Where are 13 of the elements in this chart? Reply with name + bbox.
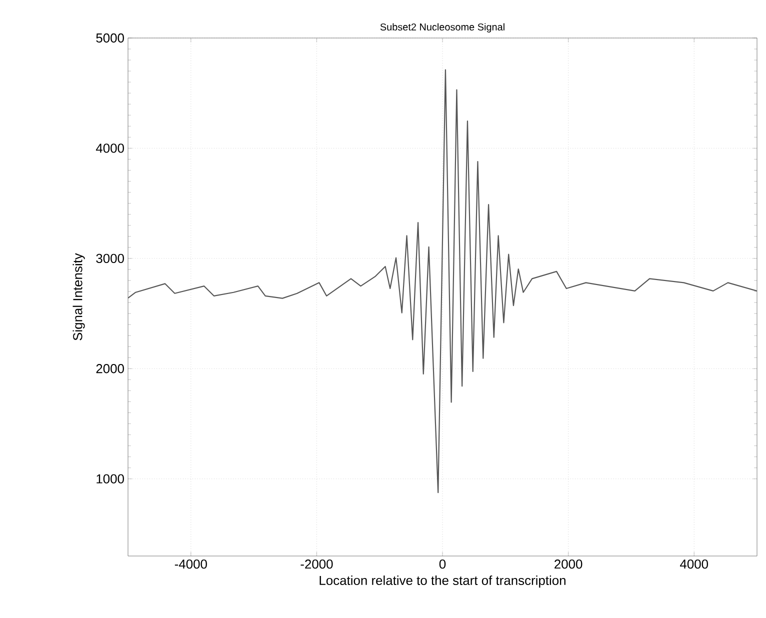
y-axis-title: Signal Intensity bbox=[72, 253, 85, 340]
x-tick-label: -4000 bbox=[174, 560, 207, 569]
x-tick-label: 4000 bbox=[680, 560, 708, 569]
y-tick-label: 5000 bbox=[96, 33, 124, 43]
x-tick-label: 2000 bbox=[554, 560, 582, 569]
x-tick-label: 0 bbox=[439, 560, 446, 569]
x-axis-title: Location relative to the start of transcription bbox=[320, 576, 566, 588]
y-tick-label: 3000 bbox=[96, 254, 124, 264]
x-tick-label: -2000 bbox=[300, 560, 333, 569]
y-tick-label: 2000 bbox=[96, 364, 124, 374]
y-tick-label: 1000 bbox=[96, 474, 124, 484]
chart-title: Subset2 Nucleosome Signal bbox=[380, 23, 504, 32]
y-tick-label: 4000 bbox=[96, 144, 124, 153]
